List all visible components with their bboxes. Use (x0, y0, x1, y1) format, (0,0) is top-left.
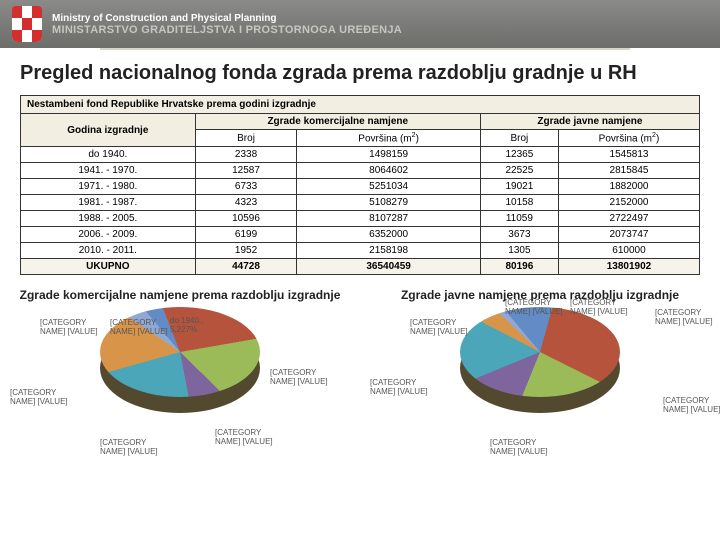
table-row: do 1940.23381498159123651545813 (21, 147, 700, 163)
coat-of-arms-icon (12, 6, 42, 42)
chart-label: [CATEGORY NAME] [VALUE] (370, 379, 440, 396)
chart-label: [CATEGORY NAME] [VALUE] (663, 397, 720, 414)
building-stock-table: Nestambeni fond Republike Hrvatske prema… (20, 95, 700, 275)
table-total-row: UKUPNO 44728 36540459 80196 13801902 (21, 259, 700, 275)
chart-label: [CATEGORY NAME] [VALUE] (215, 429, 285, 446)
chart-label: [CATEGORY NAME] [VALUE] (655, 309, 720, 326)
col-commercial: Zgrade komercijalne namjene (195, 114, 480, 130)
chart-public-title: Zgrade javne namjene prema razdoblju izg… (370, 289, 710, 303)
table-row: 2006. - 2009.6199635200036732073747 (21, 227, 700, 243)
table-caption: Nestambeni fond Republike Hrvatske prema… (21, 96, 700, 114)
pie-public (460, 307, 620, 397)
col-pub-area: Površina (m2) (558, 130, 699, 147)
col-public: Zgrade javne namjene (480, 114, 699, 130)
chart-label: [CATEGORY NAME] [VALUE] (10, 389, 80, 406)
chart-label: [CATEGORY NAME] [VALUE] (410, 319, 480, 336)
chart-commercial-title: Zgrade komercijalne namjene prema razdob… (10, 289, 350, 303)
col-period: Godina izgradnje (21, 114, 196, 147)
table-row: 1988. - 2005.105968107287110592722497 (21, 211, 700, 227)
ministry-name-hr: MINISTARSTVO GRADITELJSTVA I PROSTORNOGA… (52, 24, 402, 36)
chart-label: do 1940., 5,227% (170, 317, 230, 334)
table-row: 2010. - 2011.195221581981305610000 (21, 243, 700, 259)
ministry-name-en: Ministry of Construction and Physical Pl… (52, 13, 402, 24)
header-bar: Ministry of Construction and Physical Pl… (0, 0, 720, 48)
col-comm-count: Broj (195, 130, 297, 147)
chart-label: [CATEGORY NAME] [VALUE] (490, 439, 560, 456)
chart-label: [CATEGORY NAME] [VALUE] (40, 319, 110, 336)
chart-public: Zgrade javne namjene prema razdoblju izg… (370, 289, 710, 437)
table-row: 1941. - 1970.125878064602225252815845 (21, 163, 700, 179)
chart-commercial: Zgrade komercijalne namjene prema razdob… (10, 289, 350, 437)
chart-label: [CATEGORY NAME] [VALUE] (270, 369, 340, 386)
table-row: 1971. - 1980.67335251034190211882000 (21, 179, 700, 195)
chart-label: [CATEGORY NAME] [VALUE] (100, 439, 170, 456)
table-row: 1981. - 1987.43235108279101582152000 (21, 195, 700, 211)
col-comm-area: Površina (m2) (297, 130, 480, 147)
page-title: Pregled nacionalnog fonda zgrada prema r… (0, 48, 720, 95)
col-pub-count: Broj (480, 130, 558, 147)
table-body: do 1940.233814981591236515458131941. - 1… (21, 147, 700, 259)
